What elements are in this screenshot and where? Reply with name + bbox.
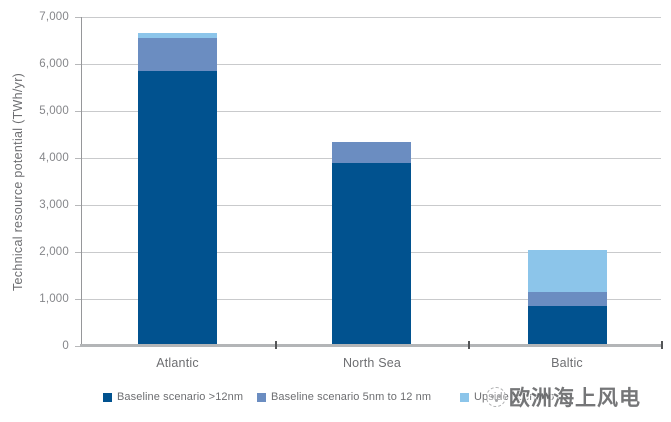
bar-segment-baltic — [528, 306, 607, 346]
y-axis-tick — [75, 63, 81, 65]
legend-item: Baseline scenario 5nm to 12 nm — [257, 391, 431, 403]
y-tick-label: 7,000 — [39, 11, 69, 23]
bar-segment-north-sea — [332, 141, 411, 163]
y-axis-tick — [75, 204, 81, 206]
bar-segment-atlantic — [138, 33, 217, 39]
y-tick-label: 1,000 — [39, 293, 69, 305]
y-tick-label: 0 — [62, 340, 69, 352]
x-category-label: Baltic — [551, 356, 583, 370]
y-tick-label: 4,000 — [39, 152, 69, 164]
y-axis-tick — [75, 251, 81, 253]
bar-segment-atlantic — [138, 71, 217, 346]
gridline-5000 — [81, 110, 661, 112]
y-axis-tick — [75, 345, 81, 347]
bar-segment-baltic — [528, 291, 607, 307]
legend-label: Baseline scenario 5nm to 12 nm — [271, 391, 432, 403]
y-tick-label: 3,000 — [39, 199, 69, 211]
y-tick-label: 5,000 — [39, 105, 69, 117]
x-axis-tick — [660, 341, 663, 349]
legend-swatch-icon — [460, 392, 469, 402]
x-axis-line — [80, 344, 662, 347]
x-axis-tick — [467, 341, 470, 349]
legend-item: Baseline scenario >12nm — [103, 391, 243, 403]
gridline-7000 — [81, 16, 661, 18]
bar-segment-atlantic — [138, 38, 217, 72]
y-tick-label: 2,000 — [39, 246, 69, 258]
bar-segment-north-sea — [332, 162, 411, 346]
legend-label: Upside scenario — [474, 391, 555, 403]
y-axis-tick — [75, 16, 81, 18]
y-axis-line — [81, 17, 82, 346]
legend-label: Baseline scenario >12nm — [117, 391, 244, 403]
legend-swatch-icon — [103, 392, 112, 402]
y-axis-tick — [75, 157, 81, 159]
y-tick-label: 6,000 — [39, 58, 69, 70]
y-axis-tick — [75, 298, 81, 300]
legend-item: Upside scenario — [460, 391, 554, 403]
x-category-label: Atlantic — [156, 356, 199, 370]
x-category-label: North Sea — [342, 356, 402, 370]
gridline-6000 — [81, 63, 661, 65]
bar-segment-baltic — [528, 249, 607, 292]
y-axis-tick — [75, 110, 81, 112]
legend-swatch-icon — [257, 392, 266, 402]
x-axis-tick — [274, 341, 277, 349]
